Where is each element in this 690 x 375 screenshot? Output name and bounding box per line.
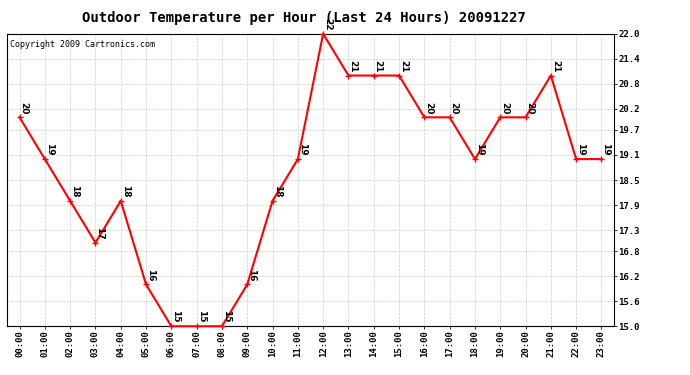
Text: 19: 19 [602,143,611,156]
Text: 17: 17 [95,227,104,239]
Text: 19: 19 [298,143,307,156]
Text: Copyright 2009 Cartronics.com: Copyright 2009 Cartronics.com [10,40,155,49]
Text: 18: 18 [121,185,130,198]
Text: 19: 19 [576,143,585,156]
Text: 21: 21 [399,60,408,72]
Text: 15: 15 [197,310,206,323]
Text: 20: 20 [526,102,535,114]
Text: 20: 20 [500,102,509,114]
Text: 19: 19 [475,143,484,156]
Text: 20: 20 [450,102,459,114]
Text: 18: 18 [70,185,79,198]
Text: 20: 20 [19,102,28,114]
Text: 22: 22 [323,18,332,30]
Text: 21: 21 [551,60,560,72]
Text: 16: 16 [247,268,256,281]
Text: 15: 15 [222,310,231,323]
Text: 19: 19 [45,143,54,156]
Text: 21: 21 [348,60,357,72]
Text: 20: 20 [424,102,433,114]
Text: Outdoor Temperature per Hour (Last 24 Hours) 20091227: Outdoor Temperature per Hour (Last 24 Ho… [81,11,526,25]
Text: 15: 15 [171,310,180,323]
Text: 18: 18 [273,185,282,198]
Text: 16: 16 [146,268,155,281]
Text: 21: 21 [374,60,383,72]
